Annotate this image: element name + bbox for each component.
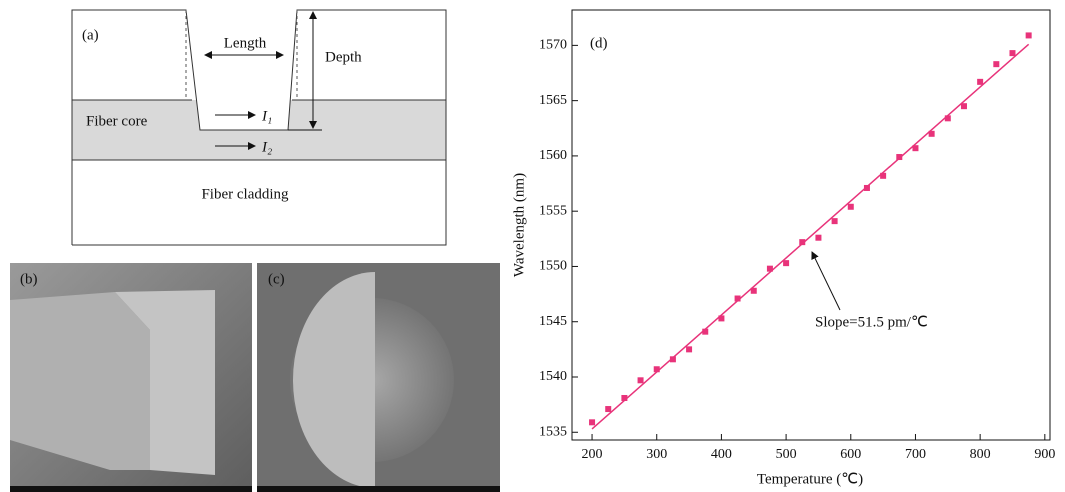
point — [637, 377, 644, 384]
point — [815, 234, 822, 241]
point — [944, 115, 951, 122]
x-tick-label: 300 — [646, 447, 667, 462]
y-tick-label: 1545 — [539, 314, 567, 329]
point — [993, 61, 1000, 68]
x-axis-title: Temperature (℃) — [757, 471, 863, 487]
y-tick-label: 1550 — [539, 259, 567, 274]
y-tick-label: 1570 — [539, 38, 567, 53]
x-tick-label: 700 — [905, 447, 926, 462]
point — [928, 130, 935, 137]
panel-label: (d) — [590, 35, 608, 51]
y-tick-label: 1555 — [539, 203, 567, 218]
point — [605, 406, 612, 413]
x-tick-label: 200 — [582, 447, 603, 462]
x-tick-label: 600 — [840, 447, 861, 462]
point — [847, 203, 854, 210]
point — [686, 346, 693, 353]
annotation: Slope=51.5 pm/℃ — [815, 314, 928, 330]
trench — [186, 10, 297, 130]
fit-line — [591, 43, 1030, 430]
point — [896, 154, 903, 161]
point — [718, 315, 725, 322]
point — [880, 172, 887, 179]
point — [750, 287, 757, 294]
point — [589, 419, 596, 426]
y-axis-title: Wavelength (nm) — [511, 173, 527, 277]
point — [1009, 50, 1016, 57]
plot-frame — [571, 9, 1051, 441]
point — [766, 265, 773, 272]
x-tick-label: 500 — [776, 447, 797, 462]
point — [1025, 32, 1032, 39]
core-label: Fiber core — [86, 113, 148, 129]
x-tick-label: 800 — [970, 447, 991, 462]
scale-strip — [10, 486, 252, 492]
panel-label: (a) — [82, 27, 99, 43]
point — [831, 218, 838, 225]
y-tick-label: 1540 — [539, 369, 567, 384]
y-tick-label: 1560 — [539, 148, 567, 163]
cladding-label: Fiber cladding — [201, 186, 289, 202]
diagram: (a) Length Depth Fiber core I₁ I₂ Fiber … — [71, 9, 447, 246]
point — [977, 78, 984, 85]
sem-image-c: (c) — [257, 263, 500, 492]
i1-label: I₁ — [261, 108, 272, 124]
panel-label: (b) — [20, 271, 38, 287]
point — [734, 295, 741, 302]
panel-label: (c) — [268, 271, 285, 287]
point — [653, 366, 660, 373]
i2-label: I₂ — [261, 139, 272, 155]
point — [912, 145, 919, 152]
depth-label: Depth — [325, 49, 362, 65]
point — [702, 328, 709, 335]
fiber-cut — [293, 272, 375, 488]
fiber — [10, 292, 150, 470]
point — [783, 260, 790, 267]
x-tick-label: 400 — [711, 447, 732, 462]
length-label: Length — [224, 35, 267, 51]
chart: (d) Temperature (℃) Wavelength (nm) Slop… — [511, 9, 1055, 487]
point — [863, 184, 870, 191]
fiber-cut — [115, 290, 215, 475]
sem-image-b: (b) — [10, 263, 252, 492]
point — [960, 103, 967, 110]
point — [669, 356, 676, 363]
y-tick-label: 1535 — [539, 424, 567, 439]
point — [799, 239, 806, 246]
point — [621, 394, 628, 401]
y-tick-label: 1565 — [539, 93, 567, 108]
x-tick-label: 900 — [1034, 447, 1055, 462]
annotation-arrow — [811, 251, 841, 311]
scale-strip — [257, 486, 500, 492]
